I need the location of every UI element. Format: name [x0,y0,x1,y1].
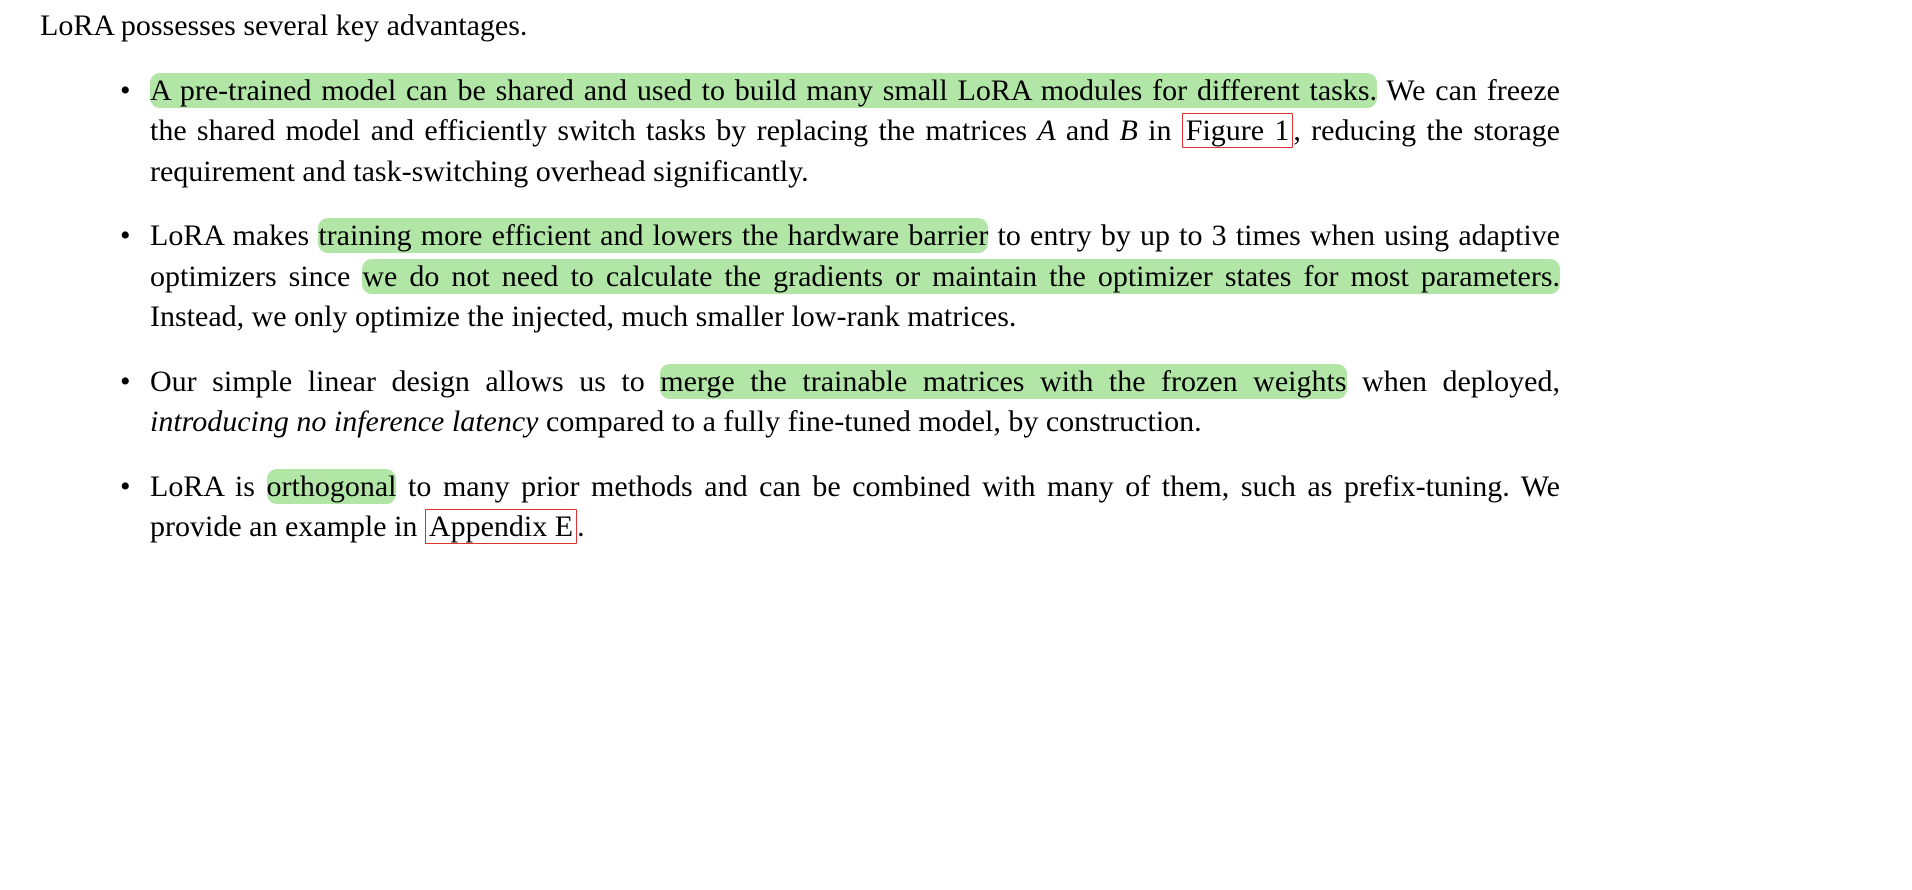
body-text: Our simple linear design allows us to [150,365,660,398]
body-text: Instead, we only optimize the injected, … [150,300,1016,333]
list-item: LoRA makes training more efficient and l… [150,216,1560,338]
body-text: LoRA is [150,470,267,503]
list-item: A pre-trained model can be shared and us… [150,71,1560,193]
paper-excerpt: LoRA possesses several key advantages. A… [0,0,1600,612]
body-text: . [577,510,585,543]
body-text: LoRA makes [150,219,318,252]
figure-reference[interactable]: Figure 1 [1182,113,1294,148]
italic-text: introducing no inference latency [150,405,539,438]
highlighted-text: orthogonal [267,469,397,504]
math-var-a: A [1037,114,1055,147]
appendix-reference[interactable]: Appendix E [425,509,577,544]
highlighted-text: training more efficient and lowers the h… [318,218,988,253]
body-text: compared to a fully fine-tuned model, by… [539,405,1202,438]
highlighted-text: merge the trainable matrices with the fr… [660,364,1346,399]
intro-sentence: LoRA possesses several key advantages. [40,0,1560,47]
highlighted-text: we do not need to calculate the gradient… [362,259,1560,294]
body-text: and [1056,114,1120,147]
highlighted-text: A pre-trained model can be shared and us… [150,73,1377,108]
list-item: LoRA is orthogonal to many prior methods… [150,467,1560,548]
list-item: Our simple linear design allows us to me… [150,362,1560,443]
math-var-b: B [1120,114,1138,147]
advantage-list: A pre-trained model can be shared and us… [40,71,1560,548]
body-text: in [1138,114,1182,147]
body-text: when deployed, [1347,365,1561,398]
